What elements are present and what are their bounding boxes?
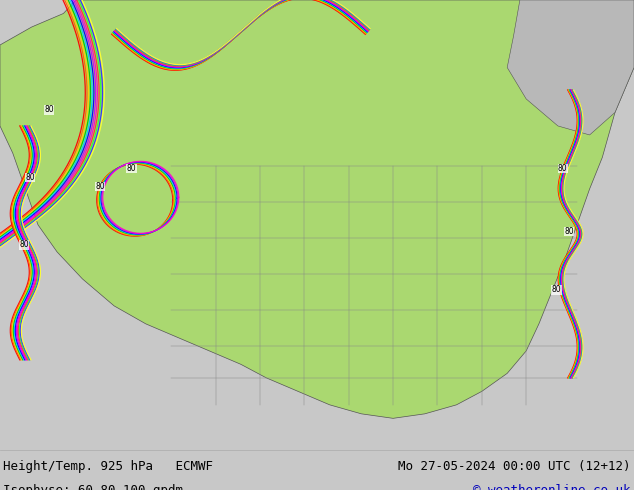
Text: Height/Temp. 925 hPa   ECMWF: Height/Temp. 925 hPa ECMWF — [3, 460, 213, 473]
Text: 80: 80 — [564, 227, 574, 236]
Text: 80: 80 — [19, 241, 29, 249]
Polygon shape — [0, 0, 634, 418]
Text: Mo 27-05-2024 00:00 UTC (12+12): Mo 27-05-2024 00:00 UTC (12+12) — [398, 460, 631, 473]
Text: Isophyse: 60 80 100 gpdm: Isophyse: 60 80 100 gpdm — [3, 484, 183, 490]
Text: © weatheronline.co.uk: © weatheronline.co.uk — [474, 484, 631, 490]
Text: 80: 80 — [552, 285, 561, 294]
Text: 80: 80 — [558, 164, 567, 173]
Text: 80: 80 — [95, 182, 105, 191]
Text: 80: 80 — [25, 173, 35, 182]
Text: 80: 80 — [44, 105, 54, 115]
Text: 80: 80 — [127, 164, 136, 173]
Polygon shape — [507, 0, 634, 135]
